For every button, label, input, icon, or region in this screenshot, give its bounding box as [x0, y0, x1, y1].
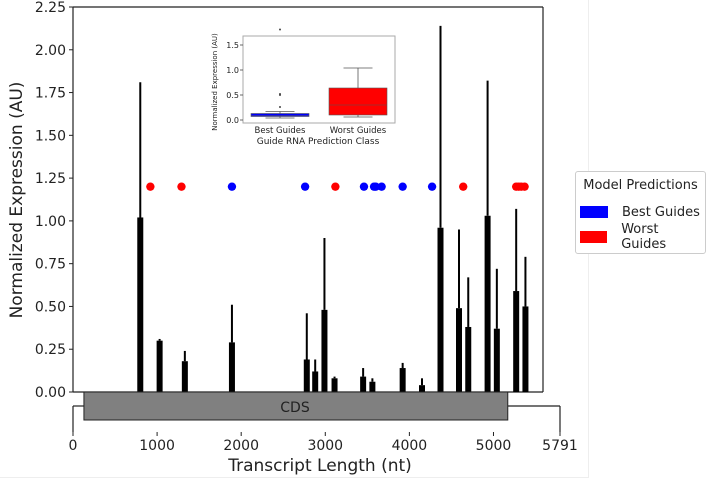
- y-tick-label: 0.00: [35, 385, 66, 401]
- legend-label: Worst Guides: [621, 222, 667, 252]
- guide-dot: [227, 182, 237, 191]
- expression-bar: [513, 291, 520, 392]
- legend-swatch-blue: [580, 206, 608, 218]
- expression-bar: [156, 340, 163, 392]
- expression-bar: [312, 371, 319, 392]
- guide-dot: [359, 182, 369, 191]
- expression-bar: [321, 309, 328, 392]
- cds-label: CDS: [280, 400, 310, 416]
- y-axis-ticks: 0.00 0.25 0.50 0.75 1.00 1.25 1.50 1.75 2.00 2.25: [35, 0, 73, 401]
- inset-category-worst: Worst Guides: [330, 126, 387, 136]
- cds-region: [83, 391, 509, 421]
- inset-box: [328, 87, 388, 116]
- expression-bar: [484, 215, 491, 392]
- expression-bar: [456, 308, 463, 392]
- cds-track: CDS: [72, 391, 561, 432]
- guide-dot: [331, 182, 340, 191]
- guide-dot: [146, 182, 155, 191]
- guide-dot: [427, 182, 437, 191]
- figure: 0.00 0.25 0.50 0.75 1.00 1.25 1.50 1.75 2.00 2.25…: [0, 0, 589, 478]
- legend-title: Model Predictions: [583, 178, 698, 193]
- y-tick-label: 2.00: [35, 43, 66, 59]
- guide-dot: [398, 182, 407, 191]
- y-tick-label: 0.50: [35, 299, 66, 315]
- expression-bar: [181, 361, 188, 392]
- expression-bar: [137, 217, 144, 392]
- inset-box: [250, 113, 310, 117]
- expression-bar: [228, 342, 235, 392]
- inset-category-best: Best Guides: [255, 126, 306, 136]
- x-tick-label: 2000: [223, 438, 259, 454]
- legend: Model Predictions Best Guides Worst Guid…: [575, 171, 706, 254]
- prediction-dots: [146, 182, 529, 191]
- x-axis-label: Transcript Length (nt): [227, 456, 412, 476]
- y-tick-label: 2.25: [35, 0, 66, 16]
- y-tick-label: 1.75: [35, 86, 66, 102]
- x-axis-ticks: 0 1000 2000 3000 4000 5000 5791: [69, 432, 578, 454]
- expression-bar: [331, 378, 338, 392]
- inset-y-tick-label: 1.5: [226, 41, 239, 50]
- legend-item-best-guides: Best Guides: [580, 204, 700, 220]
- inset-x-label: Guide RNA Prediction Class: [257, 137, 380, 147]
- y-tick-label: 1.50: [35, 128, 66, 144]
- expression-bar: [399, 368, 406, 392]
- inset-y-tick-label: 0.0: [226, 116, 239, 125]
- y-tick-label: 0.25: [35, 342, 66, 358]
- inset-outlier: [279, 106, 281, 108]
- guide-dot: [520, 182, 529, 191]
- guide-dot: [459, 182, 468, 191]
- inset-boxplot: 0.00.51.01.5 Normalized Expression (AU) …: [205, 28, 415, 151]
- x-tick-label: 0: [69, 438, 78, 454]
- inset-y-tick-label: 1.0: [226, 66, 239, 75]
- guide-dot: [377, 182, 386, 191]
- expression-bar: [465, 326, 472, 392]
- inset-boxes: [250, 28, 388, 119]
- expression-bar: [493, 328, 500, 392]
- legend-label: Best Guides: [622, 204, 700, 220]
- main-chart-svg: 0.000.250.500.751.001.251.501.752.002.25…: [7, 0, 578, 476]
- inset-y-tick-label: 0.5: [226, 91, 239, 100]
- expression-bar: [522, 306, 529, 392]
- expression-bars: [137, 25, 529, 392]
- inset-outlier: [279, 28, 281, 31]
- expression-bar: [360, 376, 367, 392]
- x-tick-label: 4000: [392, 438, 428, 454]
- legend-item-worst-guides: Worst Guides: [580, 222, 705, 252]
- x-tick-label: 3000: [307, 438, 343, 454]
- y-tick-label: 1.25: [35, 171, 66, 187]
- legend-swatch-red: [580, 231, 608, 243]
- expression-bar: [369, 381, 376, 392]
- x-tick-label: 5791: [542, 438, 578, 454]
- y-tick-label: 1.00: [35, 214, 66, 230]
- guide-dot: [371, 182, 380, 191]
- guide-dot: [177, 182, 186, 191]
- x-tick-label: 1000: [139, 438, 175, 454]
- expression-bar: [418, 385, 425, 392]
- guide-dot: [300, 182, 310, 191]
- expression-bar: [303, 359, 310, 392]
- y-axis-label: Normalized Expression (AU): [7, 82, 27, 319]
- inset-y-label: Normalized Expression (AU): [211, 33, 219, 131]
- x-tick-label: 5000: [476, 438, 512, 454]
- expression-bar: [437, 227, 444, 392]
- y-tick-label: 0.75: [35, 257, 66, 273]
- inset-y-ticks: 0.0 0.5 1.0 1.5: [226, 41, 243, 125]
- inset-outlier: [279, 93, 281, 95]
